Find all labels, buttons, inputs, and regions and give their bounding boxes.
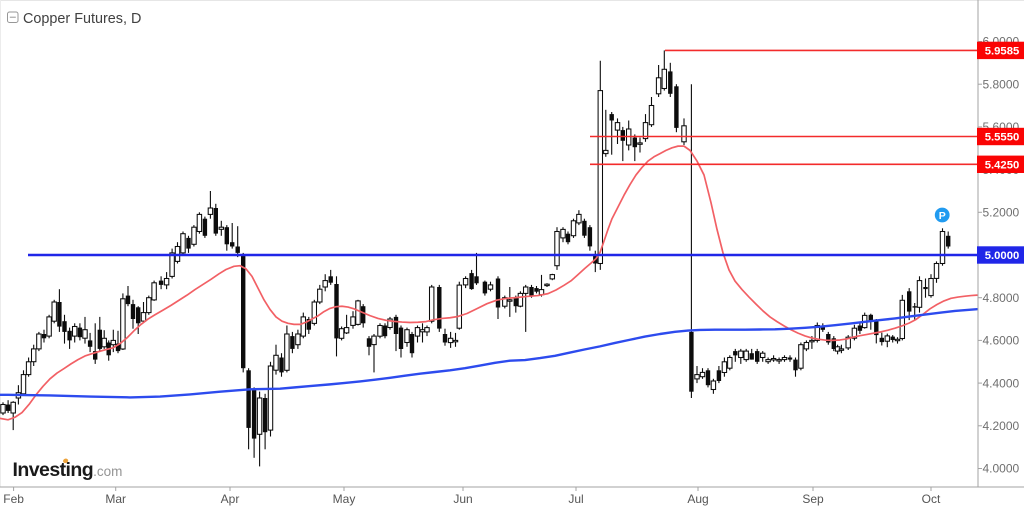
svg-text:P: P [939, 210, 946, 222]
svg-text:Sep: Sep [802, 492, 824, 506]
svg-text:Copper Futures, D: Copper Futures, D [23, 11, 141, 27]
svg-text:4.8000: 4.8000 [983, 291, 1020, 305]
svg-text:5.9585: 5.9585 [985, 45, 1020, 57]
svg-text:Oct: Oct [922, 492, 941, 506]
svg-text:Mar: Mar [105, 492, 126, 506]
svg-text:4.0000: 4.0000 [983, 462, 1020, 476]
svg-text:5.8000: 5.8000 [983, 77, 1020, 91]
svg-text:4.2000: 4.2000 [983, 419, 1020, 433]
svg-text:Feb: Feb [3, 492, 24, 506]
svg-text:Jun: Jun [453, 492, 472, 506]
svg-text:5.0000: 5.0000 [985, 250, 1020, 262]
svg-text:Aug: Aug [687, 492, 708, 506]
svg-text:Apr: Apr [221, 492, 240, 506]
svg-text:4.6000: 4.6000 [983, 334, 1020, 348]
svg-text:5.4250: 5.4250 [985, 159, 1020, 171]
svg-text:5.5550: 5.5550 [985, 132, 1020, 144]
svg-text:Investing.com: Investing.com [13, 459, 123, 481]
svg-text:May: May [333, 492, 356, 506]
svg-text:Jul: Jul [568, 492, 583, 506]
svg-text:5.2000: 5.2000 [983, 206, 1020, 220]
svg-text:4.4000: 4.4000 [983, 376, 1020, 390]
